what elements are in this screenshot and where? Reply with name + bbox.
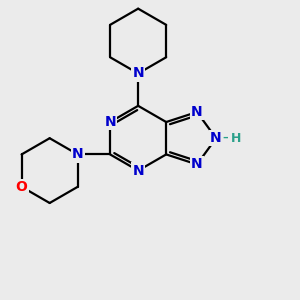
Text: N: N <box>191 158 203 171</box>
Text: N: N <box>132 164 144 178</box>
Text: O: O <box>16 180 28 194</box>
Text: –: – <box>223 133 228 142</box>
Text: N: N <box>104 115 116 129</box>
Text: N: N <box>210 131 222 145</box>
Text: H: H <box>231 132 242 145</box>
Text: N: N <box>191 105 203 119</box>
Text: N: N <box>72 147 83 161</box>
Text: N: N <box>132 66 144 80</box>
